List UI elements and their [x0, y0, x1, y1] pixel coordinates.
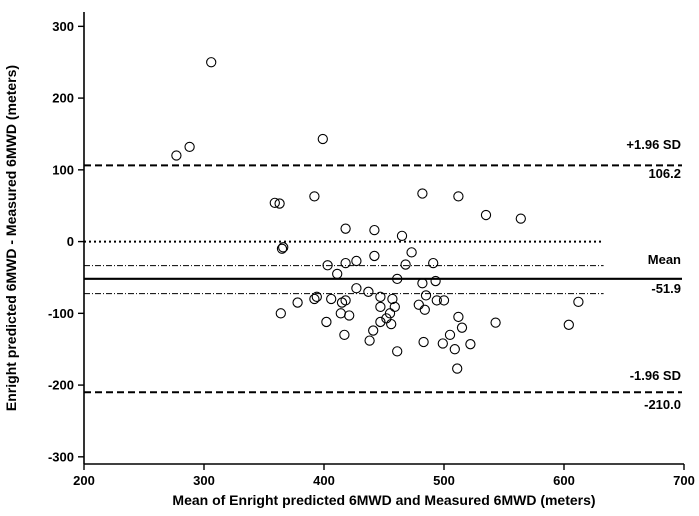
data-point	[418, 336, 429, 348]
data-point	[375, 316, 386, 328]
data-point	[430, 275, 441, 287]
data-point	[309, 191, 320, 202]
data-point	[515, 213, 526, 224]
data-point	[344, 310, 355, 321]
data-point	[406, 247, 417, 258]
upper-loa-value: 106.2	[648, 166, 681, 181]
data-point	[206, 57, 217, 68]
mean-value: -51.9	[651, 281, 681, 296]
data-point	[351, 255, 362, 267]
data-point	[351, 283, 362, 294]
data-point	[317, 133, 328, 145]
data-point	[276, 243, 288, 254]
data-point	[453, 191, 464, 202]
x-tick-label: 200	[73, 473, 95, 488]
x-tick-label: 500	[433, 473, 455, 488]
data-point	[368, 325, 379, 336]
data-point	[363, 286, 374, 297]
data-point	[340, 223, 351, 234]
data-point	[389, 301, 400, 313]
data-point	[309, 293, 320, 305]
data-point	[375, 291, 386, 302]
data-point	[431, 295, 442, 306]
data-point	[428, 257, 439, 269]
data-point	[417, 278, 428, 289]
upper-loa-label: +1.96 SD	[626, 137, 681, 152]
data-point	[444, 329, 456, 341]
x-tick-label: 700	[673, 473, 695, 488]
data-point	[392, 346, 403, 357]
data-point	[438, 295, 450, 306]
y-tick-label: -300	[48, 449, 74, 464]
data-point	[420, 290, 432, 301]
data-point	[465, 339, 476, 350]
y-tick-label: 0	[67, 234, 74, 249]
data-point	[184, 141, 195, 153]
data-point	[417, 188, 428, 199]
y-tick-label: 200	[52, 91, 74, 106]
reference-lines	[84, 164, 682, 394]
data-point	[364, 335, 375, 346]
data-point	[339, 329, 350, 341]
data-point	[322, 260, 333, 271]
data-point	[413, 299, 424, 310]
data-point	[563, 319, 574, 330]
data-point	[573, 296, 584, 308]
data-point	[453, 311, 464, 323]
data-point	[490, 317, 501, 328]
data-point	[275, 308, 286, 319]
data-point	[340, 295, 351, 306]
data-point	[419, 304, 430, 315]
y-tick-label: -100	[48, 306, 74, 321]
data-point	[171, 150, 182, 161]
y-tick-label: 300	[52, 19, 74, 34]
data-point	[381, 313, 392, 324]
data-points	[171, 57, 584, 374]
lower-loa-label: -1.96 SD	[630, 368, 681, 383]
data-point	[449, 344, 460, 355]
data-point	[369, 250, 380, 262]
data-point	[278, 242, 289, 253]
data-point	[311, 291, 322, 302]
data-point	[396, 230, 408, 241]
data-point	[437, 338, 448, 349]
lower-loa-value: -210.0	[644, 397, 681, 412]
data-point	[269, 197, 280, 208]
data-point	[456, 322, 468, 333]
x-tick-label: 300	[193, 473, 215, 488]
mean-label: Mean	[648, 252, 681, 267]
data-point	[326, 293, 337, 305]
y-tick-label: -200	[48, 378, 74, 393]
axes	[83, 12, 684, 465]
data-point	[400, 259, 411, 270]
y-tick-label: 100	[52, 162, 74, 177]
data-point	[369, 224, 380, 236]
x-ticks: 200 300 400 500 600 700	[73, 464, 695, 488]
data-point	[452, 363, 463, 374]
data-point	[321, 316, 332, 328]
data-point	[332, 268, 343, 280]
y-axis-title: Enright predicted 6MWD - Measured 6MWD (…	[3, 65, 19, 411]
data-point	[387, 293, 398, 305]
x-tick-label: 400	[313, 473, 335, 488]
x-tick-label: 600	[553, 473, 575, 488]
y-ticks: -300 -200 -100 0 100 200 300	[48, 19, 84, 464]
data-point	[480, 209, 492, 221]
data-point	[292, 297, 303, 308]
data-point	[335, 308, 346, 319]
data-point	[375, 301, 386, 313]
data-point	[386, 318, 397, 330]
x-axis-title: Mean of Enright predicted 6MWD and Measu…	[172, 492, 595, 508]
data-point	[340, 257, 351, 269]
data-point	[392, 273, 403, 285]
data-point	[274, 198, 285, 209]
annotations: +1.96 SD 106.2 Mean -51.9 -1.96 SD -210.…	[626, 137, 681, 412]
